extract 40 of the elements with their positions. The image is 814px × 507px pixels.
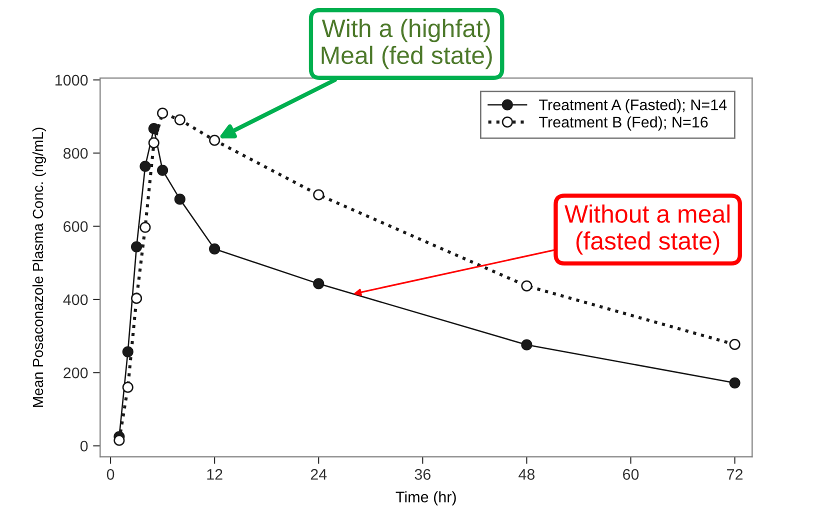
- point: [521, 280, 532, 292]
- x-tick-label: 12: [207, 469, 222, 480]
- y-tick-label: 1000: [56, 74, 88, 86]
- x-tick-label: 60: [623, 469, 639, 480]
- point: [148, 123, 160, 134]
- point: [156, 164, 168, 176]
- y-tick-label: 0: [80, 440, 88, 452]
- point: [130, 241, 142, 252]
- point: [122, 346, 134, 358]
- point: [114, 434, 125, 446]
- x-tick-label: 36: [414, 469, 430, 480]
- point: [313, 278, 324, 290]
- point: [521, 339, 532, 350]
- point: [209, 134, 220, 146]
- point: [140, 222, 151, 233]
- point: [729, 377, 740, 388]
- y-tick-label: 800: [63, 148, 88, 159]
- annotation: With a (highfat) Meal (fed state): [322, 18, 492, 70]
- y-axis-title: Mean Posaconazole Plasma Conc. (ng/mL): [32, 128, 46, 407]
- x-tick-label: 48: [518, 469, 535, 480]
- y-tick-label: 400: [63, 294, 88, 306]
- point: [130, 292, 142, 304]
- point: [140, 160, 151, 172]
- x-tick-label: 24: [310, 469, 327, 480]
- y-tick-label: 600: [64, 221, 88, 232]
- point: [729, 338, 740, 350]
- point: [313, 189, 324, 200]
- point: [209, 243, 220, 255]
- point: [174, 194, 186, 205]
- legend-label: Treatment B (Fed); N=16: [539, 116, 708, 131]
- x-axis-title: Time (hr): [396, 491, 456, 506]
- point: [156, 108, 168, 119]
- legend-label: Treatment A (Fasted); N=14: [539, 99, 727, 114]
- point: [148, 137, 160, 148]
- y-tick-label: 200: [64, 368, 88, 378]
- x-tick-label: 0: [106, 469, 114, 480]
- annotation: Without a meal (fasted state): [564, 204, 730, 255]
- point: [122, 382, 134, 393]
- point: [174, 114, 186, 126]
- x-tick-label: 72: [727, 469, 743, 480]
